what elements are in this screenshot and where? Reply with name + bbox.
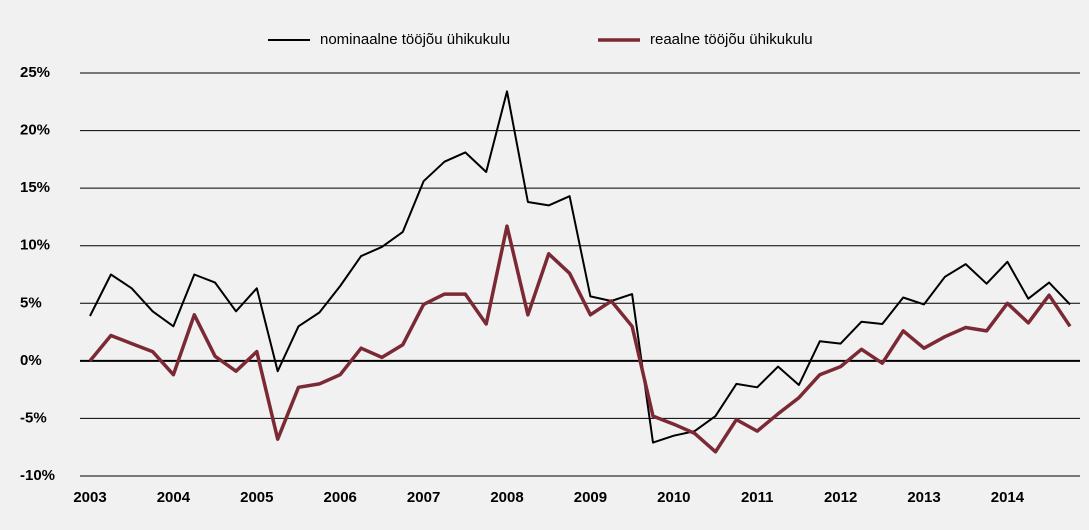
x-tick-label: 2007 [407, 489, 440, 506]
line-series [89, 90, 1071, 444]
y-tick-label: -5% [20, 409, 47, 426]
legend-label: reaalne tööjõu ühikukulu [650, 31, 813, 48]
line-series [88, 224, 1072, 454]
x-tick-label: 2012 [824, 489, 857, 506]
x-tick-label: 2004 [157, 489, 191, 506]
x-tick-label: 2003 [73, 489, 106, 506]
x-tick-label: 2008 [490, 489, 523, 506]
y-tick-label: 10% [20, 237, 50, 254]
x-tick-label: 2005 [240, 489, 273, 506]
x-tick-label: 2010 [657, 489, 690, 506]
y-tick-label: -10% [20, 467, 55, 484]
y-tick-label: 25% [20, 64, 50, 81]
y-tick-label: 0% [20, 352, 42, 369]
x-tick-label: 2014 [991, 489, 1025, 506]
y-tick-label: 5% [20, 294, 42, 311]
y-tick-label: 15% [20, 179, 50, 196]
y-tick-label: 20% [20, 122, 50, 139]
legend-label: nominaalne tööjõu ühikukulu [320, 31, 510, 48]
x-tick-label: 2013 [907, 489, 940, 506]
x-tick-label: 2011 [741, 489, 774, 506]
x-tick-label: 2006 [324, 489, 357, 506]
x-tick-label: 2009 [574, 489, 607, 506]
